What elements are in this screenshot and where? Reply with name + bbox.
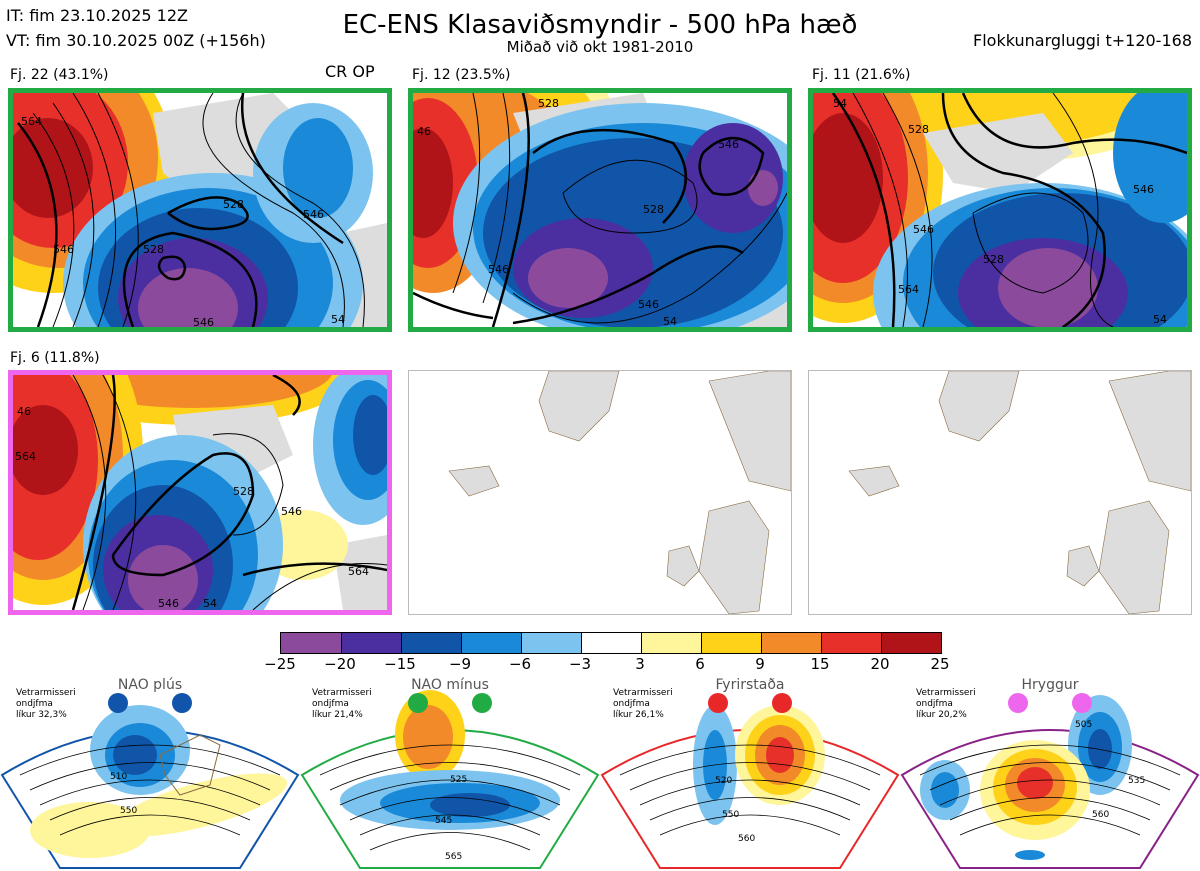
regime-note-blocking: Vetrarmisseri ondjfma líkur 26,1%	[613, 688, 673, 720]
contour-label: 528	[143, 243, 164, 256]
contour-label: 528	[643, 203, 664, 216]
regime-contour-label: 560	[738, 834, 755, 844]
cluster-marker-dot-icon	[772, 693, 792, 713]
panel-label-3: Fj. 11 (21.6%)	[812, 67, 911, 83]
color-scale-tick: −15	[384, 655, 416, 673]
regime-contour-label: 525	[450, 775, 467, 785]
contour-label: 546	[718, 138, 739, 151]
color-scale-tick: 20	[870, 655, 890, 673]
cluster-marker-dot-icon	[108, 693, 128, 713]
contour-label: 46	[17, 405, 31, 418]
regime-contour-label: 545	[435, 816, 452, 826]
contour-label: 528	[223, 198, 244, 211]
cluster-map-3: 54 528 546 528 564 546 54	[808, 88, 1192, 332]
regime-note-nao-minus: Vetrarmisseri ondjfma líkur 21,4%	[312, 688, 372, 720]
color-scale-bar	[280, 632, 942, 654]
color-scale-tick: 3	[635, 655, 645, 673]
color-scale-segment	[701, 633, 761, 653]
contour-label: 546	[913, 223, 934, 236]
color-scale-segment	[761, 633, 821, 653]
cluster-marker-dot-icon	[172, 693, 192, 713]
contour-label: 564	[348, 565, 369, 578]
color-scale-segment	[881, 633, 941, 653]
color-scale-segment	[281, 633, 341, 653]
color-scale-segment	[641, 633, 701, 653]
issue-time: IT: fim 23.10.2025 12Z	[6, 6, 188, 25]
regime-contour-label: 565	[445, 852, 462, 862]
contour-label: 546	[303, 208, 324, 221]
empty-map-5	[408, 370, 792, 615]
empty-map-6	[808, 370, 1192, 615]
contour-label: 546	[158, 597, 179, 610]
regime-note-nao-plus: Vetrarmisseri ondjfma líkur 32,3%	[16, 688, 76, 720]
contour-label: 546	[53, 243, 74, 256]
contour-label: 546	[638, 298, 659, 311]
contour-label: 54	[1153, 313, 1167, 326]
color-scale-segment	[401, 633, 461, 653]
regime-contour-label: 520	[715, 776, 732, 786]
regime-contour-label: 560	[1092, 810, 1109, 820]
contour-label: 46	[417, 125, 431, 138]
regime-title-nao-minus: NAO mínus	[411, 677, 489, 693]
regime-title-nao-plus: NAO plús	[117, 677, 183, 693]
panel-label-4: Fj. 6 (11.8%)	[10, 350, 100, 366]
page-subtitle: Miðað við okt 1981-2010	[506, 38, 694, 56]
contour-label: 528	[233, 485, 254, 498]
regime-note-ridge: Vetrarmisseri ondjfma líkur 20,2%	[916, 688, 976, 720]
contour-label: 528	[983, 253, 1004, 266]
contour-label: 546	[1133, 183, 1154, 196]
valid-time: VT: fim 30.10.2025 00Z (+156h)	[6, 31, 266, 50]
color-scale-segment	[521, 633, 581, 653]
cluster-marker-dot-icon	[408, 693, 428, 713]
cr-op-label: CR OP	[325, 62, 375, 81]
regime-title-ridge: Hryggur	[1021, 677, 1079, 693]
color-scale-segment	[341, 633, 401, 653]
regime-title-blocking: Fyrirstaða	[715, 677, 785, 693]
contour-label: 546	[193, 316, 214, 327]
color-scale-tick: 25	[930, 655, 950, 673]
color-scale-tick: 6	[695, 655, 705, 673]
regime-blocking: 520 550 560	[600, 675, 900, 871]
panel-label-2: Fj. 12 (23.5%)	[412, 67, 511, 83]
cluster-map-1: 564 546 528 546 546 528 54	[8, 88, 392, 332]
cluster-marker-dot-icon	[1008, 693, 1028, 713]
color-scale-tick: −9	[448, 655, 472, 673]
contour-label: 546	[281, 505, 302, 518]
regime-contour-label: 550	[120, 806, 137, 816]
contour-label: 528	[908, 123, 929, 136]
cluster-map-2: 46 528 528 546 546 546 54	[408, 88, 792, 332]
cluster-map-4: 46 564 528 546 564 546 54	[8, 370, 392, 615]
cluster-marker-dot-icon	[708, 693, 728, 713]
page-title: EC-ENS Klasaviðsmyndir - 500 hPa hæð	[342, 10, 858, 40]
regime-ridge: 505 535 560	[900, 675, 1200, 871]
contour-label: 564	[21, 115, 42, 128]
contour-label: 54	[203, 597, 217, 610]
color-scale-segment	[821, 633, 881, 653]
contour-label: 54	[663, 315, 677, 327]
color-scale-segment	[461, 633, 521, 653]
contour-label: 54	[331, 313, 345, 326]
regime-contour-label: 550	[722, 810, 739, 820]
color-scale-tick: 9	[755, 655, 765, 673]
classification-window: Flokkunargluggi t+120-168	[973, 31, 1192, 50]
color-scale-tick: −6	[508, 655, 532, 673]
regime-contour-label: 535	[1128, 776, 1145, 786]
regime-contour-label: 505	[1075, 720, 1092, 730]
contour-label: 564	[15, 450, 36, 463]
cluster-marker-dot-icon	[472, 693, 492, 713]
color-scale-segment	[581, 633, 641, 653]
contour-label: 546	[488, 263, 509, 276]
regime-nao-minus: 525 545 565	[300, 675, 600, 871]
regime-contour-label: 510	[110, 772, 127, 782]
color-scale-tick: −3	[568, 655, 592, 673]
cluster-marker-dot-icon	[1072, 693, 1092, 713]
regime-nao-plus: 510 550	[0, 675, 300, 871]
panel-label-1: Fj. 22 (43.1%)	[10, 67, 109, 83]
color-scale-tick: −25	[264, 655, 296, 673]
contour-label: 54	[833, 97, 847, 110]
contour-label: 564	[898, 283, 919, 296]
color-scale-tick: −20	[324, 655, 356, 673]
contour-label: 528	[538, 97, 559, 110]
color-scale-tick: 15	[810, 655, 830, 673]
